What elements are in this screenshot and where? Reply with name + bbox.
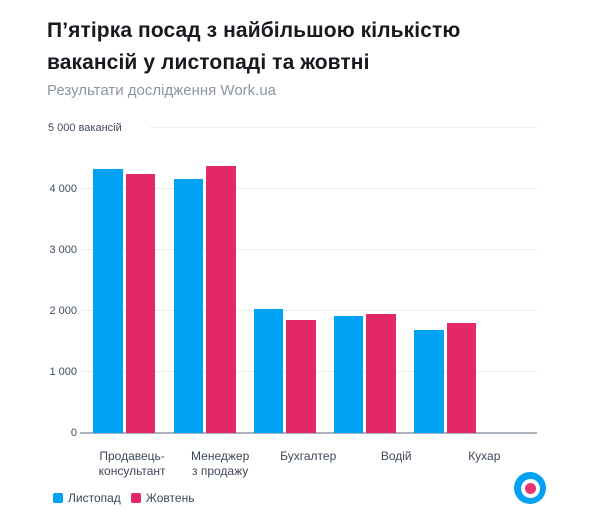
legend-label-Жовтень: Жовтень bbox=[145, 491, 195, 505]
gridline-2000 bbox=[80, 310, 537, 311]
legend-swatch-Листопад bbox=[53, 493, 63, 503]
x-label-line: з продажу bbox=[192, 464, 249, 478]
y-tick-label-4000: 4 000 bbox=[49, 183, 77, 195]
y-tick-label-3000: 3 000 bbox=[49, 244, 77, 256]
bar-Жовтень-Продавець-консультант bbox=[125, 174, 156, 433]
chart-title-line-2: вакансій у листопаді та жовтні bbox=[47, 51, 370, 74]
logo-inner-ring bbox=[520, 478, 540, 498]
legend-item-Жовтень: Жовтень bbox=[130, 491, 195, 505]
logo-center-dot bbox=[524, 482, 536, 494]
x-label-line: Менеджер bbox=[191, 449, 250, 463]
bar-Жовтень-Водій bbox=[366, 314, 396, 433]
bar-Листопад-Продавець-консультант bbox=[93, 169, 123, 433]
x-label-Бухгалтер: Бухгалтер bbox=[280, 449, 336, 464]
x-label-Менеджер з продажу: Менеджер з продажу bbox=[191, 449, 249, 479]
y-tick-label-2000: 2 000 bbox=[49, 305, 77, 317]
legend-item-Листопад: Листопад bbox=[53, 491, 121, 505]
y-axis-unit-label: 5 000 вакансій bbox=[48, 122, 126, 134]
bar-Жовтень-Бухгалтер bbox=[286, 319, 316, 433]
bar-Листопад-Водій bbox=[333, 316, 364, 433]
x-label-line: Кухар bbox=[468, 449, 501, 463]
y-tick-label-1000: 1 000 bbox=[49, 366, 77, 378]
legend-swatch-Жовтень bbox=[130, 493, 141, 503]
x-label-line: Водій bbox=[380, 449, 412, 463]
x-label-Водій: Водій bbox=[381, 449, 412, 464]
chart-title-line-1: П’ятірка посад з найбільшою кількістю bbox=[47, 19, 461, 42]
legend-label-Листопад: Листопад bbox=[68, 491, 121, 505]
x-axis-labels: Продавець-консультант Менеджер з продажу Бу… bbox=[0, 449, 614, 481]
workua-logo-icon bbox=[514, 472, 546, 504]
legend: Листопад Жовтень bbox=[53, 491, 204, 505]
plot-area: 0 1 000 2 000 3 000 4 000 bbox=[49, 127, 537, 439]
x-label-line: Бухгалтер bbox=[280, 449, 337, 463]
bar-Листопад-Кухар bbox=[414, 330, 444, 433]
gridline-4000 bbox=[80, 188, 537, 189]
y-tick-label-0: 0 bbox=[70, 427, 77, 439]
gridline-3000 bbox=[80, 249, 537, 250]
gridline-5000 bbox=[150, 127, 537, 128]
x-axis-baseline bbox=[80, 432, 537, 434]
bar-Листопад-Менеджер з продажу bbox=[173, 178, 203, 433]
bar-Жовтень-Менеджер з продажу bbox=[206, 165, 236, 433]
x-label-Продавець-консультант: Продавець-консультант bbox=[99, 449, 166, 479]
bar-Жовтень-Кухар bbox=[446, 323, 477, 433]
chart-subtitle: Результати дослідження Work.ua bbox=[47, 82, 277, 99]
x-label-line: консультант bbox=[98, 464, 166, 478]
chart-title: П’ятірка посад з найбільшою кількістю ва… bbox=[47, 15, 460, 79]
x-label-Кухар: Кухар bbox=[468, 449, 500, 464]
bar-Листопад-Бухгалтер bbox=[253, 309, 284, 433]
x-label-line: Продавець- bbox=[99, 449, 165, 463]
